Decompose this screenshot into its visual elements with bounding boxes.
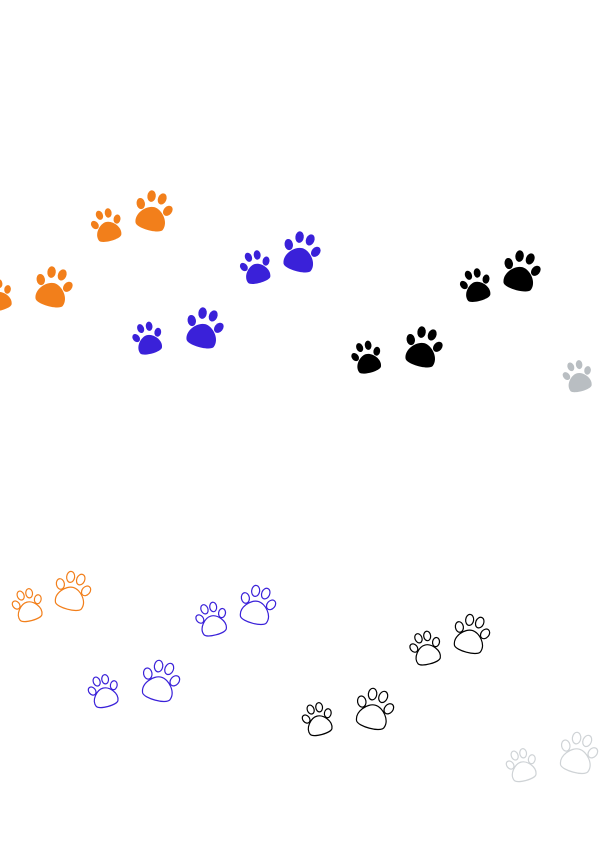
- paw-print-icon: [86, 204, 127, 246]
- paw-print-icon: [496, 246, 547, 296]
- paw-print-icon: [558, 356, 597, 396]
- paw-print-icon: [190, 598, 233, 640]
- paw-print-icon: [7, 584, 49, 626]
- paw-print-icon: [83, 670, 125, 712]
- paw-print-icon: [128, 186, 179, 236]
- paw-print-icon: [127, 318, 168, 358]
- paw-print-icon: [179, 303, 230, 353]
- paw-trail-black-solid: [346, 246, 547, 377]
- paw-print-icon: [455, 264, 496, 306]
- paw-trail-orange-solid: [0, 186, 179, 315]
- paw-print-icon: [297, 698, 339, 740]
- paw-print-icon: [404, 627, 447, 669]
- paw-trail-gray-solid: [558, 356, 597, 396]
- paw-trail-blue-outline: [83, 580, 282, 712]
- paw-trail-black-outline: [297, 609, 496, 740]
- trail-layer: [0, 186, 601, 786]
- paw-trail-orange-outline: [7, 566, 97, 626]
- paw-print-icon: [553, 727, 601, 778]
- paw-print-icon: [233, 580, 282, 629]
- paw-print-icon: [346, 337, 387, 377]
- paw-print-icon: [235, 246, 276, 288]
- paw-print-icon: [0, 275, 17, 315]
- paw-print-icon: [28, 262, 79, 312]
- paw-print-icon: [48, 566, 97, 615]
- paw-print-icon: [276, 227, 327, 277]
- paw-trail-gray-outline: [501, 727, 601, 786]
- paw-print-icon: [349, 683, 400, 734]
- paw-print-icon: [135, 655, 186, 706]
- paw-trail-blue-solid: [127, 227, 327, 358]
- paw-print-icon: [501, 744, 543, 786]
- paw-print-icon: [398, 322, 449, 372]
- paw-print-icon: [447, 609, 496, 658]
